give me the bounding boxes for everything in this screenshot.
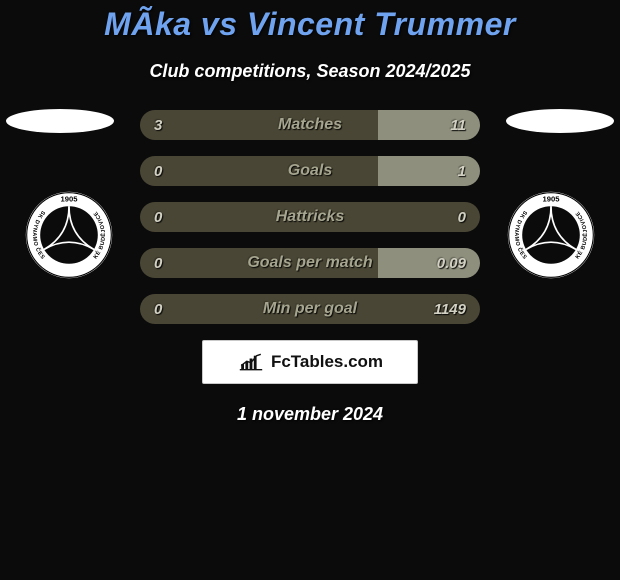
stat-value-right: 1149 (434, 301, 466, 318)
snapshot-date: 1 november 2024 (0, 404, 620, 425)
attribution-text: FcTables.com (271, 352, 383, 372)
stat-label: Goals (140, 162, 480, 180)
page-title: MÃ­ka vs Vincent Trummer (0, 0, 620, 43)
chart-icon (237, 351, 265, 373)
stat-label: Matches (140, 116, 480, 134)
stat-value-right: 1 (458, 163, 466, 180)
stat-row: 0Hattricks0 (140, 202, 480, 232)
stat-value-right: 11 (450, 117, 466, 134)
stat-value-left: 0 (154, 255, 162, 272)
stat-value-left: 3 (154, 117, 162, 134)
stat-rows: 3Matches110Goals10Hattricks00Goals per m… (140, 110, 480, 324)
stat-label: Hattricks (140, 208, 480, 226)
stat-value-right: 0.09 (437, 255, 466, 272)
stat-value-left: 0 (154, 301, 162, 318)
stat-value-right: 0 (458, 209, 466, 226)
stat-row: 3Matches11 (140, 110, 480, 140)
stat-row: 0Goals1 (140, 156, 480, 186)
club-crest-right: 1905SK DYNAMO ČESKÉ BUDĚJOVICE (506, 190, 596, 280)
stat-row: 0Min per goal1149 (140, 294, 480, 324)
stat-label: Goals per match (140, 254, 480, 272)
svg-text:1905: 1905 (61, 195, 79, 204)
subtitle: Club competitions, Season 2024/2025 (0, 61, 620, 82)
comparison-panel: 1905SK DYNAMO ČESKÉ BUDĚJOVICE 1905SK DY… (0, 110, 620, 425)
club-crest-left: 1905SK DYNAMO ČESKÉ BUDĚJOVICE (24, 190, 114, 280)
stat-row: 0Goals per match0.09 (140, 248, 480, 278)
stat-value-left: 0 (154, 163, 162, 180)
attribution-box: FcTables.com (202, 340, 418, 384)
svg-text:1905: 1905 (543, 195, 561, 204)
stat-value-left: 0 (154, 209, 162, 226)
player-left-halo (6, 109, 114, 133)
stat-label: Min per goal (140, 300, 480, 318)
player-right-halo (506, 109, 614, 133)
